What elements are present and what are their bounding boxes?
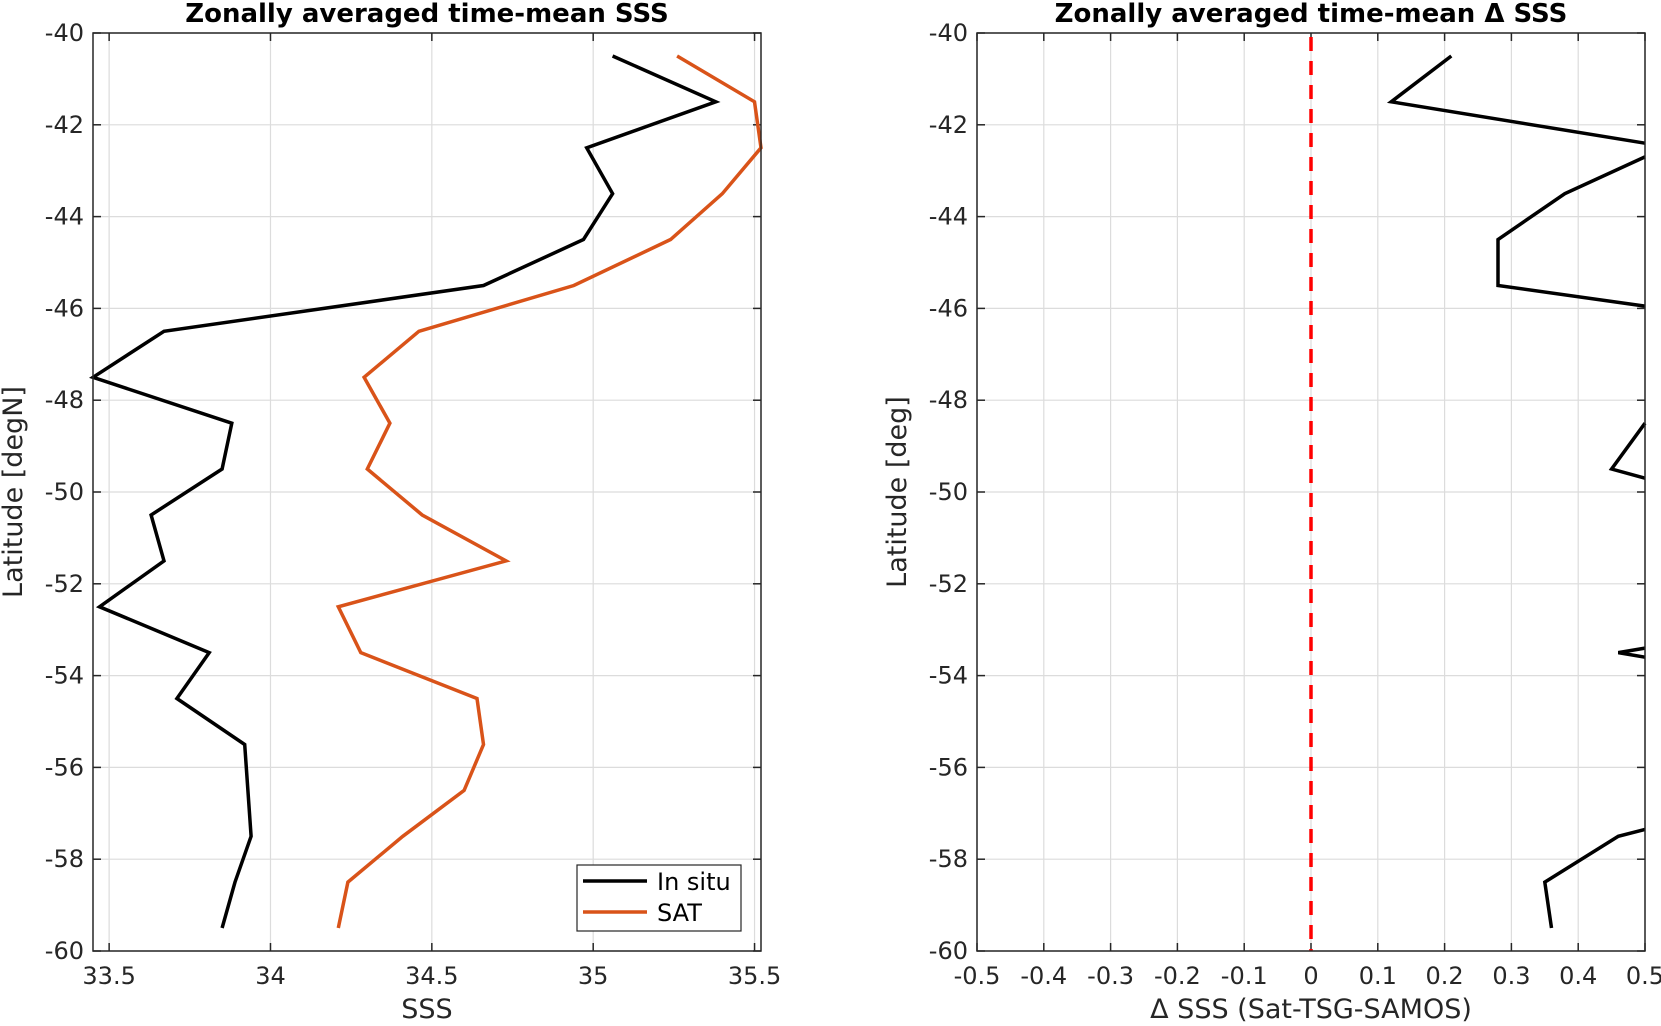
y-tick-label: -48 — [45, 386, 84, 414]
y-tick-label: -44 — [929, 203, 968, 231]
sss-title: Zonally averaged time-mean SSS — [185, 0, 669, 29]
x-tick-label: 35 — [578, 962, 609, 990]
y-tick-label: -56 — [929, 753, 968, 781]
sss-ylabel: Latitude [degN] — [0, 386, 29, 598]
x-tick-label: -0.1 — [1221, 962, 1268, 990]
x-tick-label: 35.5 — [728, 962, 781, 990]
sss-series — [88, 54, 763, 929]
legend-sat-label: SAT — [657, 899, 702, 927]
x-tick-label: 33.5 — [82, 962, 135, 990]
sss-xlabel: SSS — [401, 994, 452, 1025]
x-tick-label: 0.5 — [1626, 962, 1661, 990]
x-tick-label: -0.4 — [1020, 962, 1067, 990]
series-line-insitu — [88, 54, 721, 929]
y-tick-label: -46 — [929, 294, 968, 322]
x-tick-label: 0.4 — [1559, 962, 1597, 990]
y-tick-label: -50 — [45, 478, 84, 506]
delta-sss-xlabel: Δ SSS (Sat-TSG-SAMOS) — [1150, 994, 1472, 1025]
y-tick-label: -52 — [929, 570, 968, 598]
delta-sss-grid — [976, 32, 1646, 952]
x-tick-label: 0.3 — [1492, 962, 1530, 990]
delta-series-segment — [1608, 422, 1647, 480]
y-tick-label: -50 — [929, 478, 968, 506]
delta-series-segment — [1618, 646, 1646, 659]
y-tick-label: -58 — [929, 845, 968, 873]
x-tick-label: -0.5 — [954, 962, 1001, 990]
y-tick-label: -42 — [45, 111, 84, 139]
y-tick-label: -48 — [929, 386, 968, 414]
y-tick-label: -42 — [929, 111, 968, 139]
delta-sss-series — [1386, 54, 1647, 929]
delta-sss-ylabel: Latitude [deg] — [882, 396, 913, 588]
y-tick-label: -54 — [929, 662, 968, 690]
y-tick-label: -58 — [45, 845, 84, 873]
x-tick-label: 0.1 — [1359, 962, 1397, 990]
y-tick-label: -56 — [45, 753, 84, 781]
x-tick-label: 34 — [255, 962, 286, 990]
y-tick-label: -54 — [45, 662, 84, 690]
delta-series-segment — [1386, 54, 1646, 145]
sss-ticks: 33.5 34 34.5 35 35.5 -60 -58 -56 -54 -52 -50 -48 -46… — [45, 19, 781, 990]
y-tick-label: -52 — [45, 570, 84, 598]
x-tick-label: -0.3 — [1087, 962, 1134, 990]
y-tick-label: -44 — [45, 203, 84, 231]
series-line-sat — [335, 54, 763, 929]
delta-sss-title: Zonally averaged time-mean Δ SSS — [1055, 0, 1568, 29]
y-tick-label: -60 — [45, 937, 84, 965]
delta-sss-axes-box — [976, 32, 1646, 952]
x-tick-label: -0.2 — [1154, 962, 1201, 990]
delta-series-segment — [1542, 827, 1646, 929]
y-tick-label: -40 — [929, 19, 968, 47]
y-tick-label: -46 — [45, 294, 84, 322]
sss-legend: In situ SAT — [576, 864, 742, 932]
x-tick-label: 0 — [1303, 962, 1318, 990]
y-tick-label: -60 — [929, 937, 968, 965]
legend-insitu-label: In situ — [657, 868, 731, 896]
delta-series-segment — [1496, 155, 1646, 308]
x-tick-label: 0.2 — [1426, 962, 1464, 990]
y-tick-label: -40 — [45, 19, 84, 47]
x-tick-label: 34.5 — [405, 962, 458, 990]
sss-panel: 33.5 34 34.5 35 35.5 -60 -58 -56 -54 -52 -50 -48 -46… — [0, 0, 781, 1025]
sss-axes-box — [92, 32, 762, 952]
delta-sss-panel: -0.5 -0.4 -0.3 -0.2 -0.1 0 0.1 0.2 0.3 0.4 0.5 -60 -… — [882, 0, 1661, 1025]
